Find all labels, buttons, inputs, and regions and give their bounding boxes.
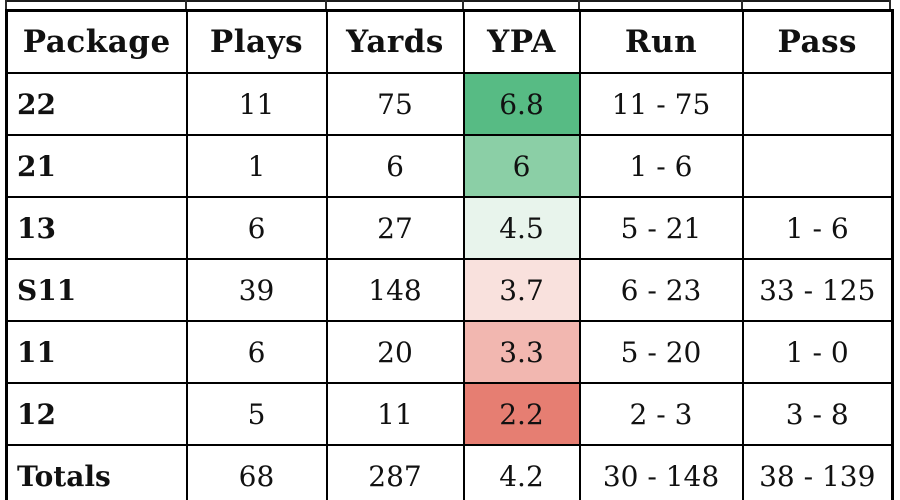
- pass-cell: [741, 72, 894, 136]
- ypa-cell: 6: [462, 134, 581, 198]
- pass-cell: [741, 134, 894, 198]
- column-header-yards: Yards: [325, 9, 465, 74]
- pass-cell: 1 - 0: [741, 320, 894, 384]
- ypa-cell: 3.3: [462, 320, 581, 384]
- package-stats-table: Package Plays Yards YPA Run Pass 22 11 7…: [5, 9, 894, 500]
- package-cell: S11: [5, 258, 188, 322]
- ypa-cell: 6.8: [462, 72, 581, 136]
- package-cell: 22: [5, 72, 188, 136]
- column-header-pass: Pass: [741, 9, 894, 74]
- yards-cell: 27: [325, 196, 465, 260]
- ypa-cell: 4.5: [462, 196, 581, 260]
- package-cell: 12: [5, 382, 188, 446]
- yards-cell: 148: [325, 258, 465, 322]
- header-row: Package Plays Yards YPA Run Pass: [5, 9, 894, 74]
- column-header-ypa: YPA: [462, 9, 581, 74]
- plays-cell: 5: [185, 382, 328, 446]
- run-cell: 5 - 21: [578, 196, 744, 260]
- totals-row: Totals 68 287 4.2 30 - 148 38 - 139: [5, 444, 894, 500]
- yards-cell: 287: [325, 444, 465, 500]
- yards-cell: 75: [325, 72, 465, 136]
- ypa-cell: 2.2: [462, 382, 581, 446]
- run-cell: 5 - 20: [578, 320, 744, 384]
- column-header-plays: Plays: [185, 9, 328, 74]
- table-row: 22 11 75 6.8 11 - 75: [5, 72, 894, 136]
- column-header-package: Package: [5, 9, 188, 74]
- run-cell: 2 - 3: [578, 382, 744, 446]
- run-cell: 30 - 148: [578, 444, 744, 500]
- ypa-cell: 3.7: [462, 258, 581, 322]
- ypa-cell: 4.2: [462, 444, 581, 500]
- pass-cell: 3 - 8: [741, 382, 894, 446]
- yards-cell: 6: [325, 134, 465, 198]
- table-row: 12 5 11 2.2 2 - 3 3 - 8: [5, 382, 894, 446]
- table-row: 11 6 20 3.3 5 - 20 1 - 0: [5, 320, 894, 384]
- yards-cell: 11: [325, 382, 465, 446]
- package-cell: 11: [5, 320, 188, 384]
- package-cell: 13: [5, 196, 188, 260]
- run-cell: 1 - 6: [578, 134, 744, 198]
- column-header-run: Run: [578, 9, 744, 74]
- package-cell: 21: [5, 134, 188, 198]
- plays-cell: 6: [185, 320, 328, 384]
- plays-cell: 39: [185, 258, 328, 322]
- plays-cell: 1: [185, 134, 328, 198]
- pass-cell: 38 - 139: [741, 444, 894, 500]
- pass-cell: 1 - 6: [741, 196, 894, 260]
- plays-cell: 11: [185, 72, 328, 136]
- yards-cell: 20: [325, 320, 465, 384]
- package-cell: Totals: [5, 444, 188, 500]
- run-cell: 6 - 23: [578, 258, 744, 322]
- table-row: S11 39 148 3.7 6 - 23 33 - 125: [5, 258, 894, 322]
- plays-cell: 68: [185, 444, 328, 500]
- pass-cell: 33 - 125: [741, 258, 894, 322]
- table-row: 13 6 27 4.5 5 - 21 1 - 6: [5, 196, 894, 260]
- table-row: 21 1 6 6 1 - 6: [5, 134, 894, 198]
- cropped-top-gridline: [5, 0, 891, 2]
- plays-cell: 6: [185, 196, 328, 260]
- run-cell: 11 - 75: [578, 72, 744, 136]
